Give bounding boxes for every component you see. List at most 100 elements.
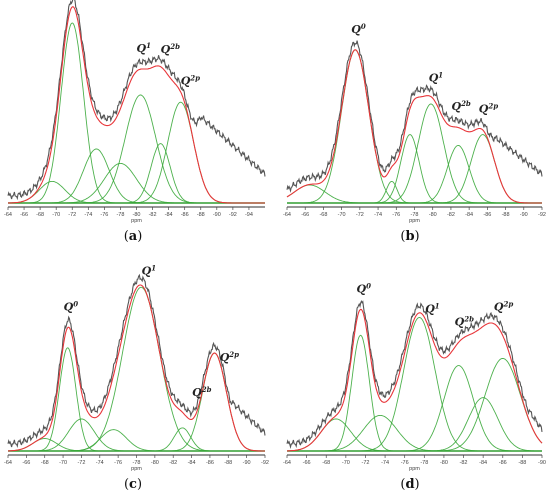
- x-tick-label: -80: [151, 460, 159, 466]
- x-tick-label: -70: [342, 460, 350, 466]
- fitted-spectrum: [287, 308, 543, 452]
- x-tick-label: -80: [440, 460, 448, 466]
- x-tick-label: -90: [520, 212, 528, 218]
- x-tick-label: -70: [59, 460, 67, 466]
- peak-label-q2b: Q2b: [192, 385, 211, 399]
- x-tick-label: -72: [68, 212, 76, 218]
- x-tick-label: -90: [243, 460, 251, 466]
- peak-label-q2p: Q2p: [494, 299, 513, 313]
- x-tick-label: -86: [483, 212, 491, 218]
- spectrum-panel-3: -64 -66 -68 -70 -72 -74 -76 -78 -80 -82 -84 -86 -88 -…: [4, 264, 269, 492]
- x-tick-label: -92: [538, 212, 546, 218]
- peak-label-q2p: Q2p: [220, 350, 239, 364]
- x-tick-label: -76: [114, 460, 122, 466]
- x-tick-label: -64: [283, 460, 291, 466]
- x-tick-label: -74: [84, 212, 92, 218]
- x-tick-label: -88: [197, 212, 205, 218]
- component-peak-5: [8, 286, 265, 452]
- x-tick-label: -86: [181, 212, 189, 218]
- x-axis-title: ppm: [409, 466, 420, 472]
- x-tick-label: -86: [206, 460, 214, 466]
- x-tick-label: -78: [133, 460, 141, 466]
- x-tick-label: -76: [100, 212, 108, 218]
- x-tick-label: -82: [460, 460, 468, 466]
- component-peak-1: [287, 49, 542, 204]
- x-tick-label: -72: [361, 460, 369, 466]
- x-tick-label: -68: [319, 212, 327, 218]
- peak-label-q1: Q1: [429, 70, 443, 84]
- component-peak-7: [287, 358, 543, 452]
- component-peak-1: [287, 334, 542, 452]
- x-tick-label: -72: [356, 212, 364, 218]
- fitted-spectrum: [286, 49, 542, 204]
- x-tick-label: -80: [133, 212, 141, 218]
- component-peak-2: [8, 438, 265, 452]
- x-tick-label: -70: [52, 212, 60, 218]
- x-tick-label: -84: [465, 212, 473, 218]
- x-tick-label: -76: [392, 212, 400, 218]
- x-tick-label: -86: [499, 460, 507, 466]
- x-tick-label: -68: [36, 212, 44, 218]
- x-tick-label: -78: [420, 460, 428, 466]
- x-tick-label: -78: [116, 212, 124, 218]
- x-tick-label: -82: [169, 460, 177, 466]
- x-tick-label: -64: [283, 212, 291, 218]
- component-peak-3: [8, 148, 265, 204]
- fitted-spectrum: [8, 6, 265, 204]
- spectrum-panel-4: -64 -66 -68 -70 -72 -74 -76 -78 -80 -82 -84 -86 -88 -…: [283, 281, 546, 492]
- spectrum-panel-1: -64 -66 -68 -70 -72 -74 -76 -78 -80 -82 -84 -86 -88 -…: [4, 0, 266, 244]
- fitted-spectrum: [8, 284, 265, 452]
- x-tick-label: -74: [374, 212, 382, 218]
- x-tick-label: -82: [149, 212, 157, 218]
- panel-label: (b): [400, 229, 419, 244]
- spectrum-panel-2: -64 -66 -68 -70 -72 -74 -76 -78 -80 -82 -84 -86 -88 -…: [283, 22, 546, 244]
- x-tick-label: -66: [303, 460, 311, 466]
- x-tick-label: -82: [447, 212, 455, 218]
- peak-label-q2b: Q2b: [161, 42, 180, 56]
- x-tick-label: -72: [77, 460, 85, 466]
- x-tick-label: -84: [479, 460, 487, 466]
- peak-label-q2p: Q2p: [181, 74, 200, 88]
- x-tick-label: -66: [301, 212, 309, 218]
- x-tick-label: -94: [245, 212, 253, 218]
- x-tick-label: -92: [229, 212, 237, 218]
- x-tick-label: -84: [188, 460, 196, 466]
- x-tick-label: -78: [411, 212, 419, 218]
- x-tick-label: -70: [338, 212, 346, 218]
- x-tick-label: -80: [429, 212, 437, 218]
- x-tick-label: -68: [322, 460, 330, 466]
- peak-label-q2p: Q2p: [479, 102, 498, 116]
- peak-label-q2b: Q2b: [455, 315, 474, 329]
- x-tick-label: -92: [261, 460, 269, 466]
- x-tick-label: -84: [165, 212, 173, 218]
- x-tick-label: -74: [381, 460, 389, 466]
- peak-label-q0: Q0: [64, 299, 79, 313]
- x-axis-title: ppm: [131, 218, 142, 224]
- x-tick-label: -66: [22, 460, 30, 466]
- panel-label: (a): [124, 229, 143, 244]
- experimental-spectrum: [286, 300, 543, 450]
- component-peak-4: [8, 429, 265, 452]
- peak-label-q1: Q1: [142, 264, 156, 278]
- x-tick-label: -66: [20, 212, 28, 218]
- component-peak-7: [8, 352, 265, 452]
- experimental-spectrum: [7, 0, 266, 201]
- panel-label: (c): [124, 477, 142, 492]
- component-peak-6: [287, 397, 542, 452]
- component-peak-5: [287, 365, 542, 452]
- x-axis-title: ppm: [409, 218, 420, 224]
- peak-label-q0: Q0: [351, 22, 366, 36]
- x-tick-label: -90: [213, 212, 221, 218]
- x-tick-label: -88: [224, 460, 232, 466]
- x-axis-title: ppm: [131, 466, 142, 472]
- x-tick-label: -90: [538, 460, 546, 466]
- peak-label-q0: Q0: [357, 281, 372, 295]
- component-peak-2: [8, 180, 265, 204]
- x-tick-label: -64: [4, 212, 12, 218]
- x-tick-label: -76: [401, 460, 409, 466]
- component-peak-6: [8, 143, 265, 204]
- peak-label-q2b: Q2b: [451, 99, 470, 113]
- x-tick-label: -64: [4, 460, 12, 466]
- component-peak-5: [8, 94, 265, 204]
